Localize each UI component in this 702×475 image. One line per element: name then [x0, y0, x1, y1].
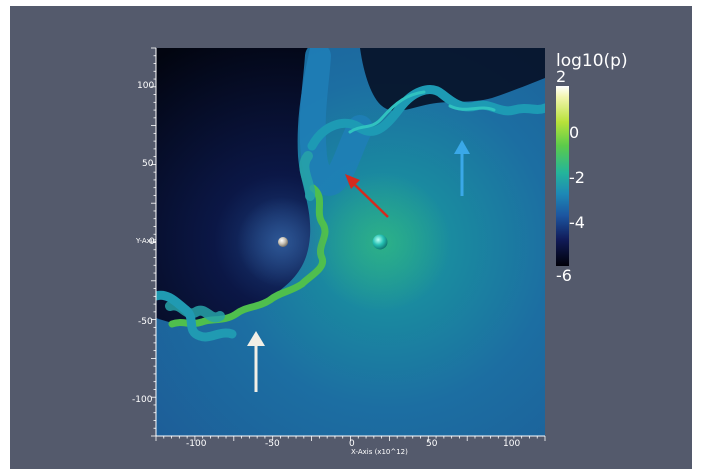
upper-plume	[299, 48, 373, 196]
y-tick-label-100: 100	[137, 81, 155, 91]
y-axis-title: Y-Axis	[136, 237, 157, 245]
minor-ticks	[151, 47, 546, 441]
bubble-filament-inner	[348, 90, 496, 134]
y-tick-label-0: 0	[149, 237, 155, 247]
left-tail	[156, 290, 237, 342]
simulation-render	[151, 47, 569, 441]
grey-sphere-icon	[278, 237, 288, 247]
colorbar-tick-2: 2	[556, 67, 567, 86]
teal-sphere-icon	[372, 234, 388, 250]
white-arrow-icon	[247, 331, 265, 392]
render-viewport[interactable]: -100 -50 0 50 100 X-Axis (x10^12) 100 50…	[10, 6, 692, 469]
x-tick-label-m100: -100	[186, 439, 207, 449]
colorbar-tick-m2: -2	[569, 168, 585, 187]
colorbar-tick-m6: -6	[556, 266, 572, 285]
blue-arrow-icon	[454, 140, 470, 196]
x-tick-label-m50: -50	[265, 439, 280, 449]
x-tick-label-100: 100	[503, 439, 521, 449]
red-arrow-icon	[345, 174, 389, 218]
colorbar-tick-0: 0	[569, 123, 580, 142]
y-tick-label-m50: -50	[138, 317, 153, 327]
x-tick-label-0: 0	[349, 439, 355, 449]
x-axis-title: X-Axis (x10^12)	[351, 448, 408, 456]
colorbar-gradient	[556, 86, 569, 266]
colorbar-title: log10(p)	[556, 51, 628, 71]
colorbar-tick-m4: -4	[569, 213, 585, 232]
y-tick-label-50: 50	[142, 159, 154, 169]
y-tick-label-m100: -100	[132, 395, 153, 405]
x-tick-label-50: 50	[426, 439, 438, 449]
